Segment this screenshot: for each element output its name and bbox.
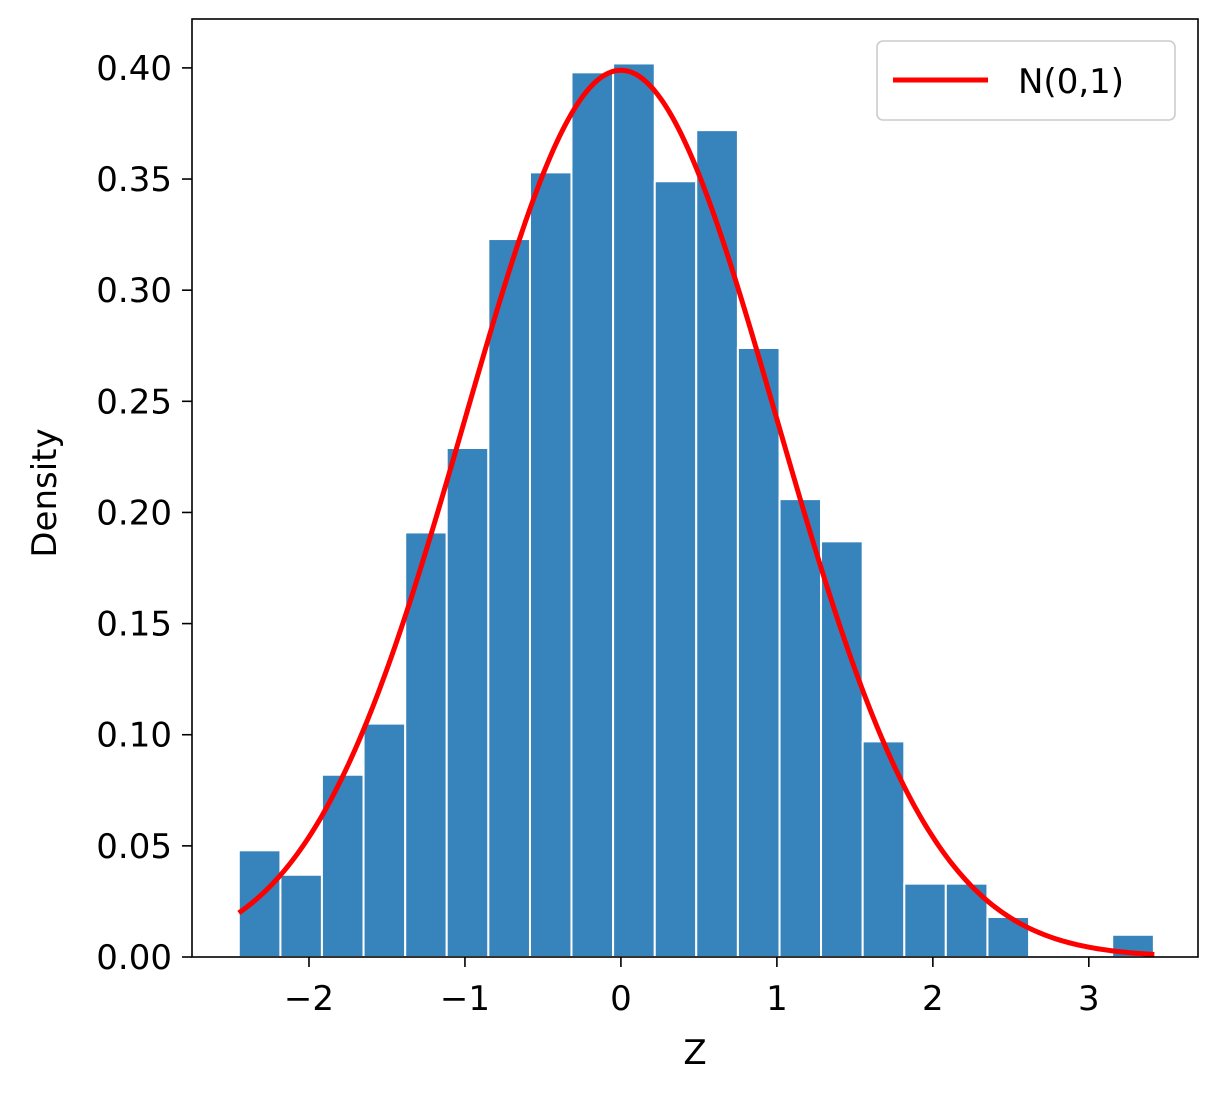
y-tick-label: 0.10 [96, 716, 172, 756]
y-tick-label: 0.25 [96, 382, 172, 422]
y-tick-label: 0.15 [96, 605, 172, 645]
histogram-bar [237, 849, 282, 958]
histogram-bar [279, 873, 323, 959]
y-tick-label: 0.40 [96, 49, 172, 89]
x-tick-label: 2 [922, 979, 944, 1019]
legend: N(0,1) [876, 40, 1176, 121]
y-tick-label: 0.30 [96, 271, 172, 311]
x-tick-label: 3 [1078, 979, 1100, 1019]
histogram-bar [404, 531, 448, 958]
histogram-bar [820, 540, 864, 958]
histogram-bar [487, 238, 531, 959]
y-axis-ticks: 0.00 0.05 0.10 0.15 0.20 0.25 0.30 0.35 0.40 [96, 49, 192, 978]
y-axis-label: Density [25, 428, 65, 557]
histogram-bar [903, 882, 947, 958]
plot-frame [191, 18, 1199, 958]
histogram-bar [612, 62, 656, 959]
bars-layer [237, 62, 1155, 959]
x-tick-label: −2 [284, 979, 334, 1019]
histogram-bar [778, 498, 823, 958]
y-tick-label: 0.20 [96, 493, 172, 533]
x-axis-ticks: −2 −1 0 1 2 3 [284, 957, 1100, 1019]
x-axis-label: Z [683, 1033, 706, 1073]
x-tick-label: −1 [440, 979, 490, 1019]
legend-box [876, 40, 1176, 121]
legend-entry-label: N(0,1) [1018, 62, 1124, 102]
histogram-bar [528, 171, 573, 958]
histogram-bar [362, 722, 407, 959]
x-tick-label: 1 [766, 979, 788, 1019]
y-tick-label: 0.05 [96, 827, 172, 867]
histogram-bar [445, 446, 490, 958]
histogram-bar [653, 180, 698, 958]
normal-curve-line [237, 67, 1155, 957]
y-tick-label: 0.00 [96, 938, 172, 978]
histogram-bar [695, 129, 739, 958]
y-tick-label: 0.35 [96, 160, 172, 200]
histogram-bar [736, 346, 781, 959]
x-tick-label: 0 [610, 979, 632, 1019]
histogram-bar [570, 71, 615, 959]
